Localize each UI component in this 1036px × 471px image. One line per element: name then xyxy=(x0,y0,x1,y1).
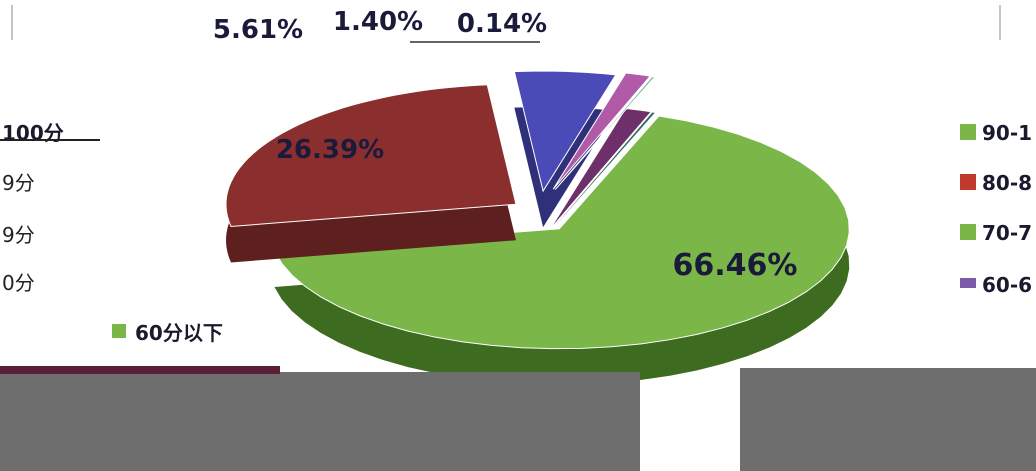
pie-slices xyxy=(225,70,850,385)
legend-left: 100分 9分 9分 0分 60分以下 xyxy=(0,121,223,345)
pie-slice-3[interactable] xyxy=(552,72,652,190)
data-label-below-60: 0.14% xyxy=(457,9,547,39)
legend-left-item-1: 9分 xyxy=(2,171,35,195)
data-label-70-79: 5.61% xyxy=(213,15,303,45)
legend-right-item-0: 90-1 xyxy=(982,121,1032,145)
legend-swatch-70-79 xyxy=(960,224,976,240)
legend-left-item-2: 9分 xyxy=(2,223,35,247)
artifact-block-left xyxy=(0,372,640,471)
data-label-60-69: 1.40% xyxy=(333,7,423,37)
legend-left-item-4: 60分以下 xyxy=(135,321,223,345)
legend-left-item-3: 0分 xyxy=(2,271,35,295)
artifact-stripe xyxy=(0,366,280,374)
render-artifact-band xyxy=(0,366,1036,471)
legend-swatch-80-89 xyxy=(960,174,976,190)
legend-right-item-3: 60-6 xyxy=(982,273,1032,297)
artifact-block-right xyxy=(740,368,1036,471)
pie-slice-side-3 xyxy=(553,109,651,226)
pie-slice-4[interactable] xyxy=(554,75,656,190)
legend-swatch-below-60 xyxy=(112,324,126,338)
pie-slice-1[interactable] xyxy=(225,84,517,228)
data-label-90-100: 66.46% xyxy=(673,248,798,283)
legend-right: 90-1 80-8 70-7 60-6 xyxy=(960,121,1032,297)
legend-swatch-90-100 xyxy=(960,124,976,140)
legend-right-item-1: 80-8 xyxy=(982,171,1032,195)
data-label-80-89: 26.39% xyxy=(276,135,384,165)
legend-swatch-60-69 xyxy=(960,278,976,288)
pie-slice-0[interactable] xyxy=(273,115,850,350)
legend-left-item-0: 100分 xyxy=(2,121,64,145)
pie-slice-2[interactable] xyxy=(513,70,617,193)
pie-slice-side-4 xyxy=(555,112,655,226)
legend-right-item-2: 70-7 xyxy=(982,221,1032,245)
